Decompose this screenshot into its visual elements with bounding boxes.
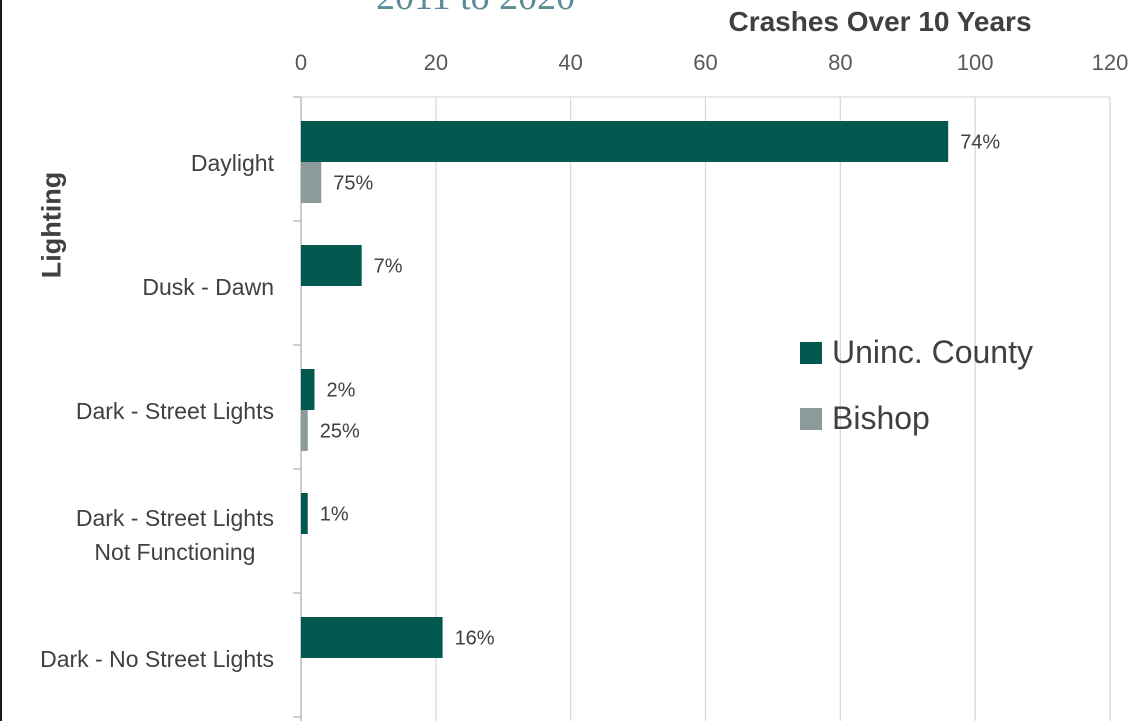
- category-label-dusk-dawn: Dusk - Dawn: [142, 270, 274, 304]
- x-tick-label-0: 0: [294, 50, 308, 75]
- chart-title-partial: 2011 to 2020: [376, 0, 575, 16]
- x-tick-label-60: 60: [693, 50, 718, 75]
- x-tick-label-120: 120: [1091, 50, 1129, 75]
- data-label-bishop-dark-street-lights: 25%: [320, 421, 360, 443]
- bar-uninc-county-dusk-dawn: [301, 245, 362, 286]
- bar-uninc-county-daylight: [301, 121, 949, 162]
- legend-swatch-uninc-county: [800, 342, 822, 364]
- bar-uninc-county-dark-no-street-lights: [301, 617, 443, 658]
- category-label-daylight: Daylight: [191, 146, 274, 180]
- x-tick-label-40: 40: [558, 50, 583, 75]
- category-label-dark-street-lights-not-functioning-line-0: Dark - Street Lights: [75, 505, 274, 531]
- legend-item-uninc-county: Uninc. County: [800, 334, 1033, 371]
- legend-swatch-bishop: [800, 408, 822, 430]
- x-tick-label-20: 20: [423, 50, 449, 75]
- legend-item-bishop: Bishop: [800, 400, 930, 437]
- x-tick-label-80: 80: [828, 50, 853, 75]
- data-label-bishop-daylight: 75%: [333, 173, 373, 195]
- legend-label-uninc-county: Uninc. County: [832, 334, 1033, 370]
- category-label-dark-street-lights-not-functioning-line-1: Not Functioning: [94, 539, 256, 565]
- category-label-dark-no-street-lights-line-0: Dark - No Street Lights: [40, 646, 274, 672]
- data-label-uninc-county-dark-street-lights: 2%: [326, 380, 355, 402]
- category-label-dark-street-lights-line-0: Dark - Street Lights: [75, 398, 274, 424]
- x-tick-label-100: 100: [956, 50, 994, 75]
- data-label-uninc-county-dark-no-street-lights: 16%: [455, 628, 495, 650]
- category-label-dark-street-lights-not-functioning: Dark - Street Lights Not Functioning: [76, 501, 274, 569]
- x-axis-title: Crashes Over 10 Years: [728, 6, 1032, 37]
- bar-bishop-dark-street-lights: [301, 410, 308, 451]
- data-label-uninc-county-dusk-dawn: 7%: [374, 256, 403, 278]
- bar-uninc-county-dark-street-lights-not-functioning: [301, 493, 308, 534]
- bar-bishop-daylight: [301, 162, 322, 203]
- category-label-dark-no-street-lights: Dark - No Street Lights: [40, 642, 274, 676]
- bar-uninc-county-dark-street-lights: [301, 369, 315, 410]
- category-label-daylight-line-0: Daylight: [190, 150, 274, 176]
- category-label-dark-street-lights: Dark - Street Lights: [76, 394, 274, 428]
- data-label-uninc-county-daylight: 74%: [960, 132, 1000, 154]
- data-label-uninc-county-dark-street-lights-not-functioning: 1%: [320, 504, 349, 526]
- legend-label-bishop: Bishop: [832, 400, 930, 436]
- category-label-dusk-dawn-line-0: Dusk - Dawn: [142, 274, 274, 300]
